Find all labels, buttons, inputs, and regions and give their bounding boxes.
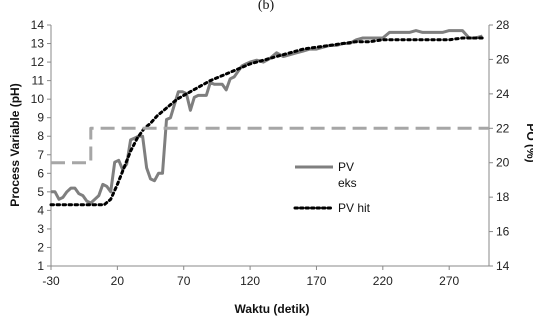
series-line-po [51,126,489,165]
y-tick-label: 12 [31,55,45,69]
y-tick-label: 11 [32,74,45,88]
y-tick-label: 9 [37,111,44,125]
y2-tick-label: 22 [496,121,510,135]
legend-label-pv-eks-line2: eks [338,176,357,190]
y-tick-label: 6 [37,166,44,180]
y-tick-label: 3 [37,222,44,236]
legend-label-pv-hit: PV hit [338,201,371,215]
y2-tick-label: 16 [496,225,510,239]
y-tick-label: 10 [31,92,45,106]
y2-axis-title: PO (%) [524,123,533,162]
x-tick-label: 20 [111,274,125,288]
y-tick-label: 13 [31,37,45,51]
x-axis: -30 20 70 120 170 220 270 [42,266,460,288]
x-tick-label: 70 [177,274,191,288]
y-tick-label: 14 [31,18,45,32]
y2-axis: 14 16 18 20 22 24 26 28 [489,18,510,273]
y-tick-label: 8 [37,129,44,143]
series-line-pv-eks [51,29,483,205]
y2-tick-label: 20 [496,156,510,170]
y2-tick-label: 14 [496,259,510,273]
x-tick-label: -30 [42,274,60,288]
series-layer [49,29,489,207]
x-tick-label: 220 [373,274,393,288]
legend: PV eks PV hit [293,160,371,215]
y-tick-label: 7 [37,148,44,162]
x-axis-title: Waktu (detik) [235,302,310,316]
y-tick-label: 4 [37,203,44,217]
x-tick-label: 270 [439,274,459,288]
x-tick-label: 170 [306,274,326,288]
y-tick-label: 5 [37,185,44,199]
y-tick-label: 2 [37,240,44,254]
y2-tick-label: 24 [496,87,510,101]
legend-label-pv-eks-line1: PV [338,160,354,174]
y-tick-label: 1 [37,259,44,273]
y2-tick-label: 18 [496,190,510,204]
y-axis-title: Process Variable (pH) [8,83,22,206]
series-line-pv-hit [49,36,484,207]
panel-label: (b) [258,0,275,13]
y2-tick-label: 26 [496,52,510,66]
plot-frame [50,25,490,267]
x-tick-label: 120 [240,274,260,288]
y2-tick-label: 28 [496,18,510,32]
